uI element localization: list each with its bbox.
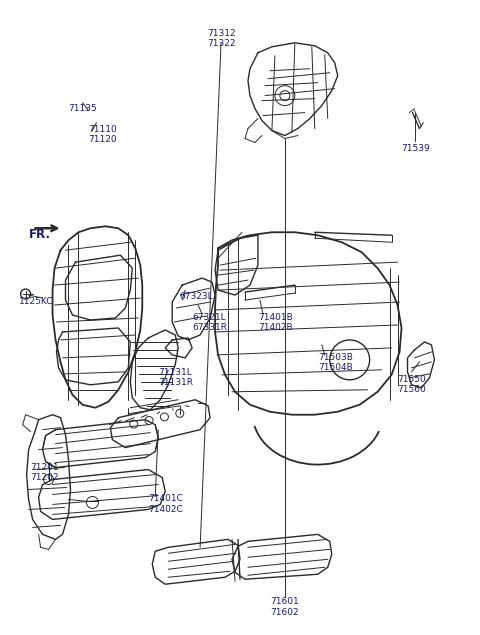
Text: 71550
71560: 71550 71560 — [397, 375, 426, 394]
Text: FR.: FR. — [29, 228, 50, 241]
Text: 67323L: 67323L — [179, 292, 213, 301]
Text: 71110
71120: 71110 71120 — [88, 124, 117, 144]
Text: 71401C
71402C: 71401C 71402C — [148, 495, 183, 514]
Text: 71401B
71402B: 71401B 71402B — [258, 313, 293, 332]
Text: 71539: 71539 — [401, 144, 430, 152]
Text: 71503B
71504B: 71503B 71504B — [318, 353, 353, 372]
Text: 71312
71322: 71312 71322 — [207, 29, 235, 48]
Text: 1125KC: 1125KC — [19, 297, 53, 306]
Text: 67321L
67331R: 67321L 67331R — [192, 313, 227, 332]
Text: 71601
71602: 71601 71602 — [271, 597, 299, 617]
Text: 71131L
71131R: 71131L 71131R — [158, 368, 193, 387]
Text: 71201
71202: 71201 71202 — [31, 462, 59, 482]
Text: 71135: 71135 — [69, 104, 97, 112]
